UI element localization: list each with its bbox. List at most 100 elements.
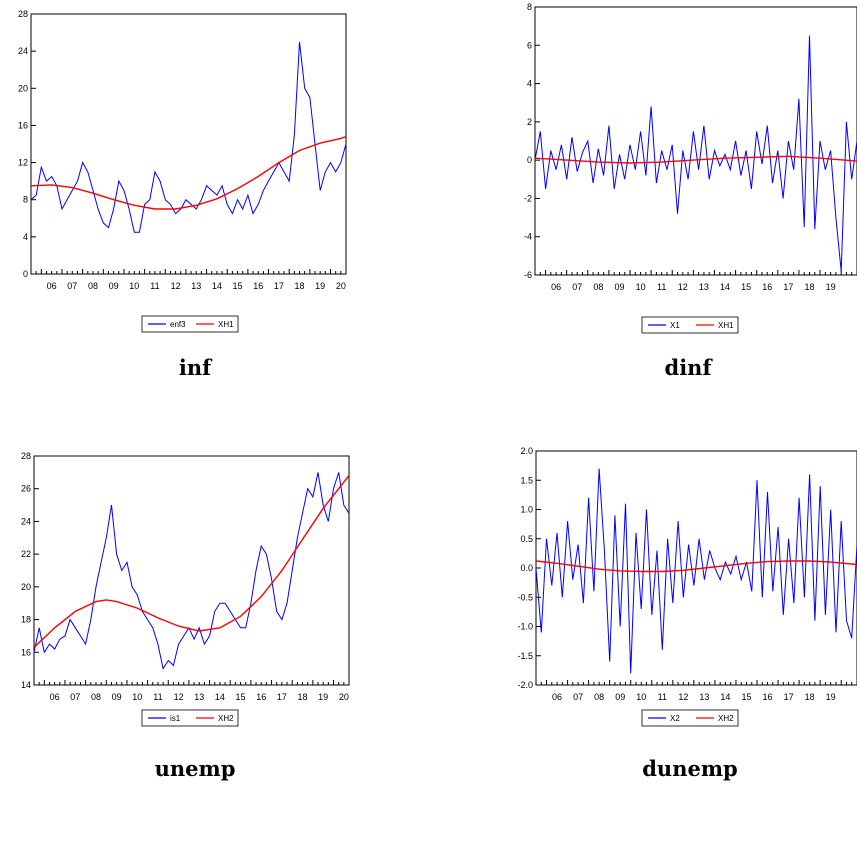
x-tick-label: 08	[88, 281, 98, 291]
x-tick-label: 19	[826, 282, 836, 292]
x-tick-label: 06	[551, 282, 561, 292]
chart-panel-unemp: 14 16 18 20 22 24 26 28 06 07 08 09 10 11 12 13 14 15 16 17…	[21, 451, 350, 781]
x-tick-label: 12	[678, 282, 688, 292]
legend-box	[141, 315, 239, 333]
y-tick-label: -0.5	[517, 592, 533, 602]
legend-label: is1	[170, 714, 181, 723]
series-line-xh1	[31, 135, 346, 210]
plot-frame	[534, 6, 857, 276]
x-tick-label: 09	[615, 692, 625, 702]
y-tick-label: 20	[18, 83, 28, 93]
x-tick-label: 17	[277, 692, 287, 702]
legend-box	[141, 709, 239, 727]
y-tick-label: 0.5	[520, 534, 533, 544]
legend-label: XH2	[718, 714, 734, 723]
x-tick-label: 07	[572, 282, 582, 292]
x-tick-label: 19	[315, 281, 325, 291]
chart-caption: dinf	[665, 355, 714, 380]
x-tick-label: 15	[741, 692, 751, 702]
x-tick-label: 18	[298, 692, 308, 702]
legend: enf3 XH1	[141, 315, 239, 333]
y-tick-label: 28	[18, 9, 28, 19]
x-tick-label: 20	[336, 281, 346, 291]
x-tick-label: 07	[70, 692, 80, 702]
x-tick-label: 09	[112, 692, 122, 702]
x-tick-label: 14	[215, 692, 225, 702]
series-line-x2	[536, 468, 857, 674]
x-tick-label: 10	[636, 282, 646, 292]
x-tick-label: 17	[274, 281, 284, 291]
y-tick-label: -2	[524, 193, 532, 203]
chart-panel-inf: 0 4 8 12 16 20 24 28 06 07 08 09 10 11 12 13 14 15 16 17 18 1…	[18, 9, 347, 380]
y-tick-label: 6	[527, 40, 532, 50]
legend: is1 XH2	[141, 709, 239, 727]
series-line-xh2	[536, 560, 857, 573]
x-tick-label: 11	[657, 282, 666, 292]
x-tick-label: 12	[174, 692, 184, 702]
y-tick-label: 1.0	[520, 505, 533, 515]
series-line-x1	[535, 35, 857, 272]
x-tick-label: 18	[805, 692, 815, 702]
x-tick-label: 20	[339, 692, 349, 702]
x-tick-label: 13	[699, 282, 709, 292]
y-tick-label: 0.0	[520, 563, 533, 573]
y-tick-label: 1.5	[520, 475, 533, 485]
x-tick-label: 10	[129, 281, 139, 291]
legend-label: XH1	[718, 321, 734, 330]
x-tick-label: 10	[132, 692, 142, 702]
legend-box	[641, 316, 739, 334]
y-tick-label: -6	[524, 270, 532, 280]
y-tick-label: 24	[21, 516, 31, 526]
x-tick-label: 14	[720, 692, 730, 702]
x-tick-label: 12	[171, 281, 181, 291]
chart-caption: dunemp	[642, 756, 737, 781]
y-tick-label: -1.5	[517, 651, 533, 661]
x-tick-label: 19	[318, 692, 328, 702]
y-tick-label: -4	[524, 232, 532, 242]
x-tick-label: 08	[594, 692, 604, 702]
x-tick-label: 09	[614, 282, 624, 292]
chart-caption: unemp	[155, 756, 236, 781]
legend-label: X1	[670, 321, 680, 330]
x-tick-label: 18	[295, 281, 305, 291]
x-tick-label: 11	[153, 692, 162, 702]
x-tick-label: 13	[699, 692, 709, 702]
y-tick-label: 0	[23, 269, 28, 279]
y-tick-label: 4	[23, 232, 28, 242]
y-tick-label: 12	[18, 158, 28, 168]
y-tick-label: 18	[21, 615, 31, 625]
x-tick-label: 09	[109, 281, 119, 291]
x-tick-label: 16	[256, 692, 266, 702]
chart-panel-dunemp: -2.0 -1.5 -1.0 -0.5 0.0 0.5 1.0 1.5 2.0 06 07 08 09 1…	[517, 446, 857, 781]
legend-label: X2	[670, 714, 680, 723]
x-tick-label: 15	[236, 692, 246, 702]
series-line-xh1	[535, 155, 857, 164]
x-tick-label: 08	[593, 282, 603, 292]
y-tick-label: 4	[527, 79, 532, 89]
x-tick-label: 11	[658, 692, 667, 702]
y-tick-label: 0	[527, 155, 532, 165]
x-tick-label: 07	[573, 692, 583, 702]
y-tick-label: 16	[21, 647, 31, 657]
x-tick-label: 16	[762, 282, 772, 292]
legend-label: XH2	[218, 714, 234, 723]
legend: X2 XH2	[641, 709, 739, 727]
x-tick-label: 14	[720, 282, 730, 292]
x-tick-label: 07	[67, 281, 77, 291]
x-tick-label: 17	[784, 692, 794, 702]
legend-label: enf3	[170, 320, 186, 329]
chart-caption: inf	[179, 355, 213, 380]
x-tick-label: 08	[91, 692, 101, 702]
x-tick-label: 15	[741, 282, 751, 292]
x-tick-label: 18	[804, 282, 814, 292]
x-tick-label: 12	[678, 692, 688, 702]
x-tick-label: 16	[763, 692, 773, 702]
x-tick-label: 10	[636, 692, 646, 702]
series-line-xh2	[34, 475, 349, 648]
series-line-enf3	[31, 41, 346, 233]
legend: X1 XH1	[641, 316, 739, 334]
x-tick-label: 11	[150, 281, 159, 291]
x-tick-label: 14	[212, 281, 222, 291]
x-tick-label: 13	[194, 692, 204, 702]
